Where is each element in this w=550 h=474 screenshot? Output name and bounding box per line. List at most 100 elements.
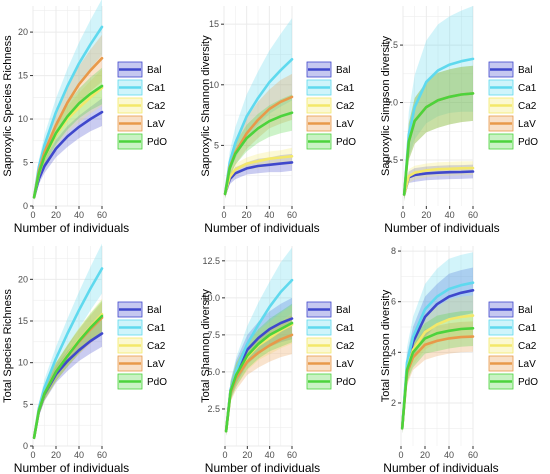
legend-label-LaV: LaV	[336, 359, 354, 370]
legend-label-PdO: PdO	[336, 137, 356, 148]
axes: 0 20 40 60 5 10 15	[209, 19, 297, 220]
legend-label-Ca2: Ca2	[336, 101, 355, 112]
x-axis-label: Number of individuals	[204, 221, 319, 235]
legend-label-Ca1: Ca1	[518, 323, 537, 334]
legend-label-Ca2: Ca2	[147, 101, 166, 112]
y-tick-label: 15	[209, 19, 219, 29]
x-tick-label: 20	[420, 450, 430, 460]
legend-label-Ca1: Ca1	[147, 323, 166, 334]
ci-ribbon-PdO	[226, 303, 292, 436]
x-tick-label: 20	[242, 450, 252, 460]
y-tick-label: 7.5	[385, 40, 398, 50]
legend-label-PdO: PdO	[518, 377, 538, 388]
x-tick-label: 40	[264, 210, 274, 220]
panel-6: 0 20 40 60 2 4 6 8 Number of individuals Total Si…	[380, 246, 538, 474]
legend-label-Ca1: Ca1	[147, 83, 166, 94]
series-line-PdO	[402, 92, 475, 196]
x-tick-label: 60	[287, 450, 297, 460]
x-tick-label: 40	[444, 450, 454, 460]
x-axis-label: Number of individuals	[384, 221, 499, 235]
legend-label-LaV: LaV	[147, 359, 165, 370]
x-tick-label: 60	[468, 450, 478, 460]
legend-label-Ca2: Ca2	[518, 101, 537, 112]
legend-label-PdO: PdO	[147, 377, 167, 388]
x-tick-label: 20	[51, 450, 61, 460]
axes: 0 20 40 60 2.5 5.0 7.5	[385, 40, 478, 220]
legend: Bal Ca1 Ca2 LaV PdO	[306, 61, 356, 150]
legend-label-Ca1: Ca1	[336, 323, 355, 334]
x-tick-label: 40	[265, 450, 275, 460]
x-tick-label: 20	[421, 210, 431, 220]
x-tick-label: 20	[242, 210, 252, 220]
x-tick-label: 40	[74, 450, 84, 460]
series-group	[32, 243, 104, 441]
ci-ribbon-PdO	[404, 65, 473, 202]
legend-label-Bal: Bal	[147, 65, 161, 76]
series-line-PdO	[400, 326, 475, 430]
y-tick-label: 5	[23, 158, 28, 168]
x-tick-label: 0	[398, 450, 403, 460]
y-tick-label: 0	[23, 441, 28, 451]
y-tick-label: 5	[214, 140, 219, 150]
series-line-Ca2	[223, 155, 294, 196]
ci-ribbon-Ca1	[404, 6, 473, 202]
ci-ribbon-LaV	[226, 315, 292, 436]
y-axis-label: Saproxylic Shannon diversity	[200, 35, 212, 177]
ci-ribbon-Ca2	[226, 305, 292, 436]
legend-label-PdO: PdO	[336, 377, 356, 388]
y-tick-label: 12.5	[202, 256, 220, 266]
legend-label-Ca2: Ca2	[518, 341, 537, 352]
legend-label-LaV: LaV	[518, 119, 536, 130]
axes: 0 20 40 60 2.5 5.0 7.5 10.0 12.5	[202, 256, 297, 460]
series-line-PdO	[32, 84, 104, 199]
y-axis-label: Saproxylic Simpson diversity	[380, 36, 392, 176]
panel-2: 0 20 40 60 5 10 15 Number of individuals Saproxy…	[200, 6, 356, 235]
legend-label-Ca2: Ca2	[336, 341, 355, 352]
legend-label-Bal: Bal	[147, 305, 161, 316]
y-axis-label: Total Shannon diversity	[200, 289, 212, 403]
y-tick-label: 6	[391, 297, 396, 307]
y-tick-label: 7.5	[207, 330, 220, 340]
x-tick-label: 40	[445, 210, 455, 220]
x-tick-label: 0	[222, 450, 227, 460]
y-tick-label: 20	[18, 274, 28, 284]
y-tick-label: 8	[391, 246, 396, 256]
legend-label-Bal: Bal	[336, 305, 350, 316]
legend-label-LaV: LaV	[336, 119, 354, 130]
series-group	[402, 6, 475, 202]
y-tick-label: 10.0	[202, 293, 220, 303]
x-tick-label: 20	[51, 210, 61, 220]
x-tick-label: 0	[221, 210, 226, 220]
legend-label-LaV: LaV	[518, 359, 536, 370]
series-line-PdO	[32, 314, 104, 440]
ci-ribbon-Ca1	[226, 247, 292, 436]
y-tick-label: 20	[18, 27, 28, 37]
y-tick-label: 5	[23, 399, 28, 409]
x-tick-label: 60	[97, 210, 107, 220]
series-group	[400, 252, 475, 434]
gridlines	[32, 246, 103, 447]
legend: Bal Ca1 Ca2 LaV PdO	[488, 301, 538, 390]
gridlines	[224, 246, 293, 447]
legend-label-Bal: Bal	[518, 305, 532, 316]
ci-ribbon-Bal	[34, 320, 102, 441]
legend-label-Bal: Bal	[336, 65, 350, 76]
series-line-PdO	[223, 111, 294, 196]
legend-label-Ca2: Ca2	[147, 341, 166, 352]
axes: 0 20 40 60 2 4 6 8	[391, 246, 478, 460]
y-tick-label: 10	[18, 114, 28, 124]
ci-ribbon-Ca1	[34, 243, 102, 441]
series-line-Ca2	[402, 166, 475, 196]
ci-ribbon-Ca2	[225, 147, 292, 198]
y-tick-label: 2.5	[207, 404, 220, 414]
y-tick-label: 15	[18, 71, 28, 81]
x-tick-label: 0	[30, 210, 35, 220]
panel-3: 0 20 40 60 2.5 5.0 7.5 Number of individuals Sap…	[380, 6, 538, 235]
legend-label-PdO: PdO	[518, 137, 538, 148]
ci-ribbon-Ca1	[402, 252, 473, 434]
legend: Bal Ca1 Ca2 LaV PdO	[117, 301, 167, 390]
y-tick-label: 15	[18, 316, 28, 326]
x-tick-label: 0	[30, 450, 35, 460]
